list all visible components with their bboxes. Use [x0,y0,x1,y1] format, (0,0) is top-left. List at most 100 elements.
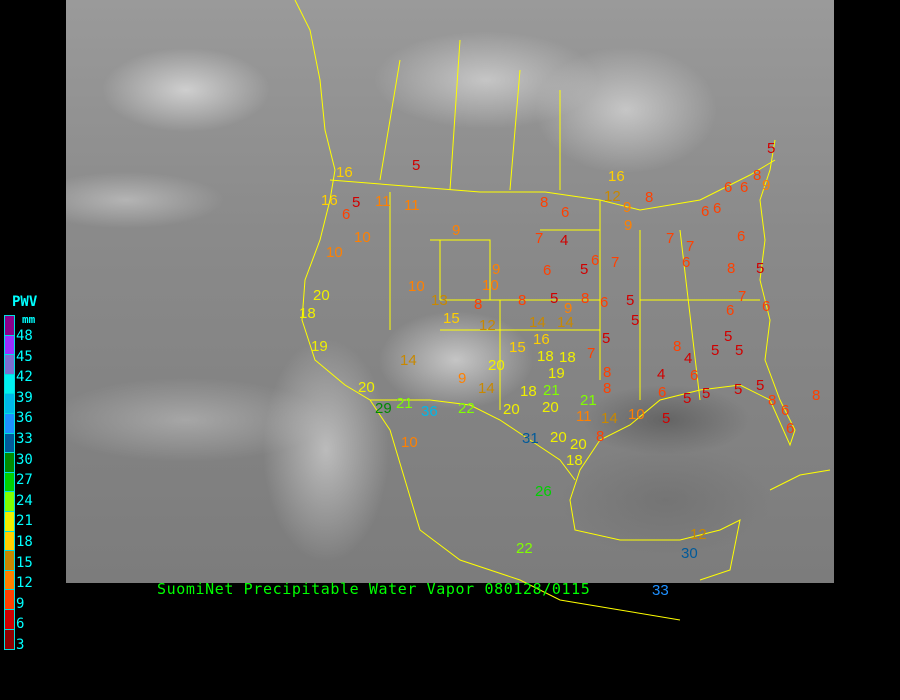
station-pwv-value: 26 [535,483,552,500]
station-pwv-value: 6 [690,367,699,384]
station-pwv-value: 33 [652,582,669,599]
station-pwv-value: 15 [443,310,460,327]
station-pwv-value: 6 [726,302,735,319]
station-pwv-value: 8 [581,290,590,307]
station-pwv-value: 9 [492,261,501,278]
station-pwv-value: 9 [762,177,771,194]
legend-title: PWV [12,294,38,310]
color-scale-segment [5,453,14,473]
station-pwv-value: 5 [702,385,711,402]
station-pwv-value: 21 [580,392,597,409]
station-pwv-value: 6 [591,252,600,269]
station-pwv-value: 16 [533,331,550,348]
color-scale-tick: 18 [16,534,33,550]
station-pwv-value: 6 [737,228,746,245]
station-pwv-value: 10 [628,406,645,423]
station-pwv-value: 5 [626,292,635,309]
station-pwv-value: 22 [458,400,475,417]
station-pwv-value: 18 [299,305,316,322]
cuba-coast [769,469,831,491]
station-pwv-value: 20 [570,436,587,453]
station-pwv-value: 10 [482,277,499,294]
color-scale-tick: 12 [16,575,33,592]
color-scale-tick: 6 [16,616,25,633]
color-scale-segment [5,472,14,493]
station-pwv-value: 10 [354,229,371,246]
station-pwv-value: 13 [431,292,448,309]
station-pwv-value: 5 [683,390,692,407]
station-pwv-value: 5 [662,410,671,427]
station-pwv-value: 11 [576,408,592,425]
station-pwv-value: 6 [781,402,790,419]
color-scale-segment [5,511,14,532]
station-pwv-value: 5 [711,342,720,359]
station-pwv-value: 4 [560,232,569,249]
station-pwv-value: 20 [542,399,559,416]
color-scale-tick: 24 [16,492,33,509]
station-pwv-value: 6 [543,262,552,279]
color-scale-tick: 15 [16,554,33,571]
station-pwv-value: 20 [313,287,330,304]
station-pwv-value: 18 [559,349,576,366]
color-scale-tick: 21 [16,513,33,530]
station-pwv-value: 6 [740,179,749,196]
station-pwv-value: 4 [657,366,666,383]
station-pwv-value: 5 [724,328,733,345]
station-pwv-value: 5 [412,157,421,174]
station-pwv-value: 8 [596,428,605,445]
station-pwv-value: 9 [564,300,573,317]
station-pwv-value: 6 [724,179,733,196]
station-pwv-value: 7 [686,238,695,255]
station-pwv-value: 5 [602,330,611,347]
station-pwv-value: 6 [762,298,771,315]
station-pwv-value: 16 [608,168,625,185]
color-scale-tick: 45 [16,348,33,365]
station-pwv-value: 12 [690,526,707,543]
station-pwv-value: 6 [701,203,710,220]
color-scale-segment [5,590,14,610]
legend-unit: mm [22,313,36,326]
station-pwv-value: 12 [604,188,621,205]
station-pwv-value: 8 [727,260,736,277]
station-pwv-value: 8 [812,387,821,404]
station-pwv-value: 8 [768,392,777,409]
station-pwv-value: 6 [682,254,691,271]
station-pwv-value: 16 [336,164,353,181]
station-pwv-value: 8 [645,189,654,206]
station-pwv-value: 4 [684,350,693,367]
east-coastline [569,139,796,581]
station-pwv-value: 5 [550,290,559,307]
station-pwv-value: 29 [375,400,392,417]
station-pwv-value: 14 [400,352,417,369]
map-caption: SuomiNet Precipitable Water Vapor 080128… [157,580,591,598]
station-pwv-value: 9 [452,222,461,239]
station-pwv-value: 5 [735,342,744,359]
color-scale-tick: 36 [16,410,33,427]
station-pwv-value: 8 [540,194,549,211]
station-pwv-value: 18 [537,348,554,365]
color-scale-tick: 27 [16,472,33,489]
station-pwv-value: 8 [753,167,762,184]
satellite-image [66,0,834,583]
station-pwv-value: 9 [623,199,632,216]
station-pwv-value: 5 [734,381,743,398]
station-pwv-value: 8 [518,292,527,309]
color-scale-segment [5,492,14,512]
color-scale-segment [5,531,14,552]
color-scale-segment [5,433,14,454]
station-pwv-value: 7 [535,230,544,247]
color-scale-segment [5,609,14,630]
station-pwv-value: 14 [601,410,618,427]
color-scale-segment [5,394,14,414]
station-pwv-value: 19 [548,365,565,382]
station-pwv-value: 18 [566,452,583,469]
color-scale-tick: 3 [16,637,25,653]
color-scale-segment [5,374,14,395]
station-pwv-value: 18 [520,383,537,400]
station-pwv-value: 30 [681,545,698,562]
station-pwv-value: 9 [624,217,633,234]
station-pwv-value: 22 [516,540,533,557]
color-scale-segment [5,551,14,571]
color-scale-tick: 39 [16,389,33,406]
color-scale-segment [5,629,14,650]
